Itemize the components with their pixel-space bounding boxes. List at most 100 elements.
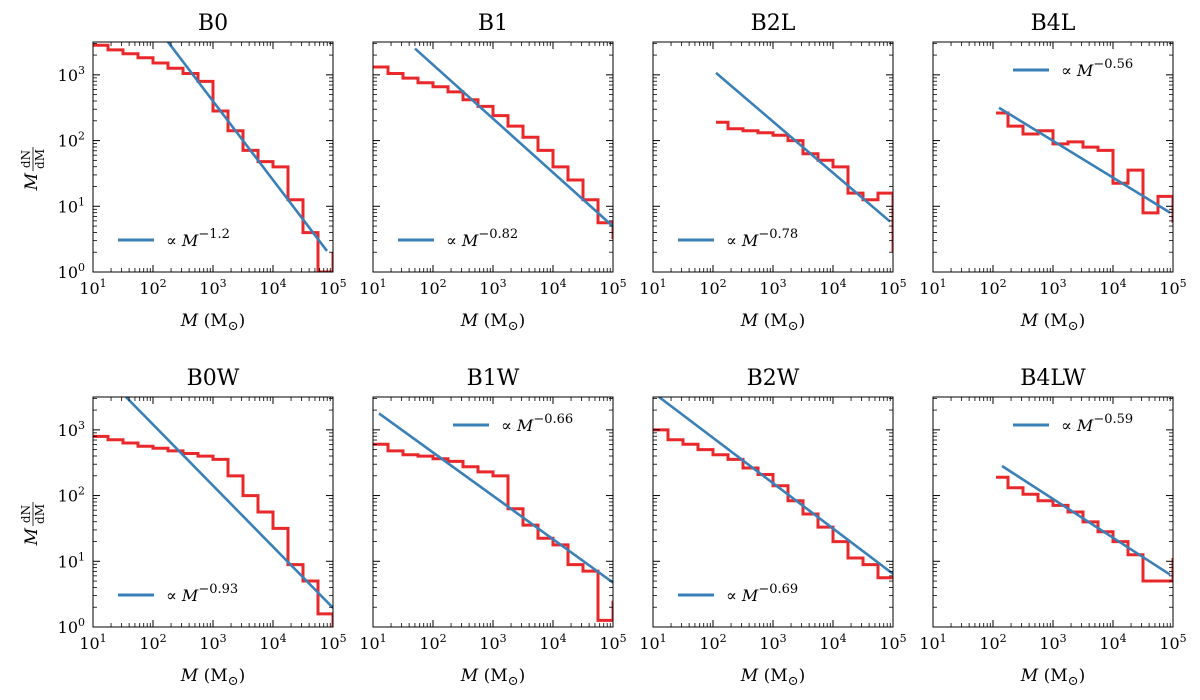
legend-label: ∝ M−0.82 <box>446 227 518 250</box>
x-tick-label: 103 <box>759 277 786 298</box>
y-axis-label-numerator: dN <box>19 150 33 168</box>
y-axis-label: MdN dM <box>19 147 47 191</box>
legend-label: ∝ M−0.56 <box>1061 57 1133 80</box>
histogram-series <box>996 111 1173 223</box>
x-axis-label: M (M⊙) <box>1020 666 1085 689</box>
legend-label: ∝ M−0.78 <box>726 227 798 250</box>
panel-b4l: B4L 101 102 103 104 105 M (M⊙) ∝ M−0.56 <box>919 11 1186 334</box>
y-tick-label: 103 <box>58 64 85 85</box>
x-tick-label: 103 <box>479 277 506 298</box>
panel-title: B2W <box>747 366 800 391</box>
x-tick-label: 102 <box>979 632 1006 653</box>
y-axis-label-denominator: dM <box>33 504 47 524</box>
y-axis-label-numerator: dN <box>19 505 33 523</box>
x-tick-label: 101 <box>919 632 946 653</box>
power-law-fit-line <box>998 106 1171 214</box>
x-axis-label: M (M⊙) <box>460 311 525 334</box>
x-tick-label: 105 <box>599 632 626 653</box>
histogram-series <box>996 475 1173 583</box>
x-tick-label: 105 <box>879 277 906 298</box>
panel-b1: B1 101 102 103 104 105 M (M⊙) ∝ M−0.82 <box>359 11 626 334</box>
panel-title: B4L <box>1031 11 1076 36</box>
power-law-fit-line <box>414 47 613 228</box>
x-axis-label: M (M⊙) <box>1020 311 1085 334</box>
x-tick-label: 104 <box>539 632 566 653</box>
y-tick-label: 100 <box>58 261 85 282</box>
axes-frame <box>372 396 614 628</box>
panel-title: B2L <box>751 11 796 36</box>
x-tick-label: 102 <box>699 277 726 298</box>
power-law-fit-line <box>125 397 333 609</box>
panel-b2w: B2W 101 102 103 104 105 M (M⊙) ∝ M−0.69 <box>639 366 906 689</box>
x-tick-label: 104 <box>539 277 566 298</box>
x-tick-label: 103 <box>199 632 226 653</box>
x-tick-label: 101 <box>359 277 386 298</box>
x-axis-label: M (M⊙) <box>740 666 805 689</box>
y-axis-label-var: M <box>22 172 42 191</box>
x-tick-label: 102 <box>699 632 726 653</box>
axes-frame <box>932 41 1174 273</box>
histogram-series <box>93 43 333 272</box>
x-tick-label: 105 <box>879 632 906 653</box>
x-tick-label: 102 <box>419 632 446 653</box>
legend-label: ∝ M−1.2 <box>166 227 230 250</box>
x-tick-label: 102 <box>139 277 166 298</box>
panel-title: B1 <box>478 11 508 36</box>
x-axis-label: M (M⊙) <box>740 311 805 334</box>
histogram-series <box>653 428 893 580</box>
y-tick-label: 103 <box>58 419 85 440</box>
legend-label: ∝ M−0.66 <box>501 412 573 435</box>
x-tick-label: 105 <box>1159 277 1186 298</box>
panel-title: B0W <box>187 366 240 391</box>
y-tick-label: 102 <box>58 130 85 151</box>
y-axis-label-var: M <box>22 527 42 546</box>
x-tick-label: 105 <box>1159 632 1186 653</box>
y-tick-label: 101 <box>58 550 85 571</box>
panel-title: B0 <box>198 11 228 36</box>
panel-title: B1W <box>467 366 520 391</box>
power-law-fit-line <box>378 412 613 584</box>
panel-title: B4LW <box>1020 366 1086 391</box>
x-tick-label: 101 <box>359 632 386 653</box>
y-tick-label: 101 <box>58 195 85 216</box>
x-tick-label: 102 <box>979 277 1006 298</box>
x-tick-label: 104 <box>819 632 846 653</box>
power-law-fit-line <box>166 42 329 252</box>
y-axis-label-denominator: dM <box>33 149 47 169</box>
x-tick-label: 101 <box>79 277 106 298</box>
histogram-series <box>373 65 613 240</box>
x-tick-label: 103 <box>759 632 786 653</box>
x-tick-label: 104 <box>1099 277 1126 298</box>
panel-b4lw: B4LW 101 102 103 104 105 M (M⊙) ∝ M−0.59 <box>919 366 1186 689</box>
x-tick-label: 101 <box>919 277 946 298</box>
y-axis-label: MdN dM <box>19 502 47 546</box>
y-tick-label: 102 <box>58 485 85 506</box>
legend-label: ∝ M−0.59 <box>1061 412 1133 435</box>
x-tick-label: 103 <box>1039 277 1066 298</box>
power-law-fit-line <box>658 397 893 575</box>
histogram-series <box>93 434 333 627</box>
x-tick-label: 104 <box>259 632 286 653</box>
x-tick-label: 101 <box>79 632 106 653</box>
x-tick-label: 105 <box>319 277 346 298</box>
x-tick-label: 105 <box>599 277 626 298</box>
x-tick-label: 105 <box>319 632 346 653</box>
x-tick-label: 103 <box>199 277 226 298</box>
x-tick-label: 101 <box>639 277 666 298</box>
power-law-fit-line <box>1001 464 1171 576</box>
x-tick-label: 104 <box>819 277 846 298</box>
x-tick-label: 104 <box>259 277 286 298</box>
x-tick-label: 102 <box>139 632 166 653</box>
x-axis-label: M (M⊙) <box>460 666 525 689</box>
x-tick-label: 103 <box>479 632 506 653</box>
x-axis-label: M (M⊙) <box>180 311 245 334</box>
x-tick-label: 103 <box>1039 632 1066 653</box>
x-tick-label: 102 <box>419 277 446 298</box>
panel-b1w: B1W 101 102 103 104 105 M (M⊙) ∝ M−0.66 <box>359 366 626 689</box>
axes-frame <box>932 396 1174 628</box>
histogram-series <box>373 442 613 622</box>
x-tick-label: 104 <box>1099 632 1126 653</box>
